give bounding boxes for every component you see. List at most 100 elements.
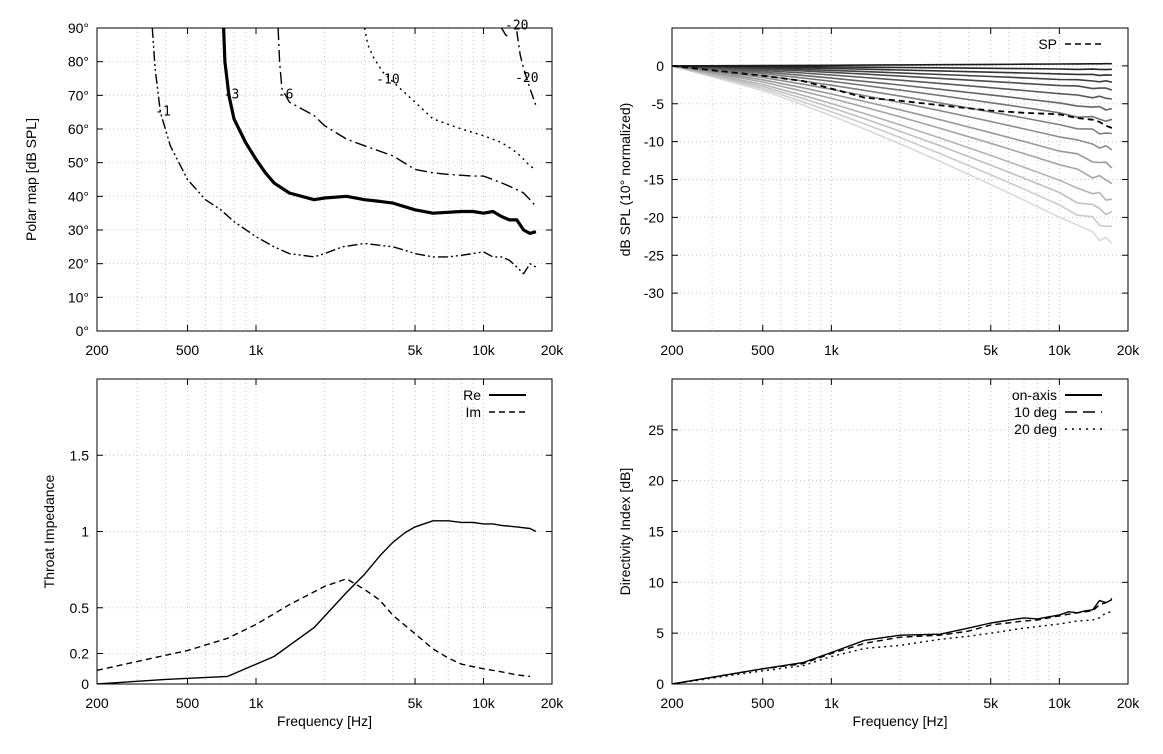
x-tick-label: 20k xyxy=(1117,342,1141,358)
y-tick-label: 80° xyxy=(68,54,89,70)
x-axis-label: Frequency [Hz] xyxy=(853,713,948,729)
y-axis-label: Polar map [dB SPL] xyxy=(23,118,39,241)
y-tick-label: -5 xyxy=(652,96,665,112)
legend-label: 10 deg xyxy=(1014,404,1057,420)
y-tick-label: 15 xyxy=(648,524,664,540)
series-line-Re xyxy=(97,520,537,684)
y-tick-label: 20 xyxy=(648,473,664,489)
y-tick-label: 90° xyxy=(68,20,89,36)
series-line--20 xyxy=(500,28,510,39)
y-tick-label: -15 xyxy=(644,172,664,188)
plot-area-impedance xyxy=(97,520,537,684)
series-line--20 xyxy=(516,31,537,106)
legend-label: Re xyxy=(463,387,481,403)
x-tick-label: 10k xyxy=(1048,342,1072,358)
y-tick-label: 0.2 xyxy=(70,646,90,662)
series-line--3 xyxy=(222,28,537,235)
contour-label: -20 xyxy=(505,19,528,34)
angle-curve xyxy=(672,65,1113,83)
x-tick-label: 5k xyxy=(983,342,999,358)
series-line--1 xyxy=(151,28,537,275)
y-axis-label: dB SPL (10° normalized) xyxy=(617,103,633,257)
x-tick-label: 5k xyxy=(408,695,424,711)
x-tick-label: 500 xyxy=(176,695,200,711)
series-line--10 xyxy=(363,28,537,171)
contour-label: -6 xyxy=(278,88,294,103)
x-tick-label: 500 xyxy=(751,695,775,711)
x-tick-label: 10k xyxy=(472,695,496,711)
grid-di xyxy=(672,379,1128,684)
chart-impedance: 200 500 1k 5k 10k 20k 0 0.2 0.5 1 1.5 Throat Impeda… xyxy=(41,378,565,729)
angle-curve xyxy=(672,65,1113,111)
y-tick-label: -10 xyxy=(644,134,664,150)
y-tick-label: 40° xyxy=(68,188,89,204)
y-tick-label: 30° xyxy=(68,222,89,238)
y-tick-label: -20 xyxy=(644,209,664,225)
chart-polar: 200 500 1k 5k 10k 20k 0° 10° 20° 30° 40° 50° 60° 70° 8… xyxy=(23,19,564,358)
y-tick-label: 60° xyxy=(68,121,89,137)
angle-curve xyxy=(672,65,1113,122)
legend-label: 20 deg xyxy=(1014,421,1057,437)
legend-label: Im xyxy=(465,404,481,420)
y-tick-label: 50° xyxy=(68,155,89,171)
y-tick-label: 10 xyxy=(648,574,664,590)
x-tick-label: 200 xyxy=(85,342,109,358)
angle-curve xyxy=(672,65,1112,71)
grid-spl xyxy=(672,28,1128,331)
y-tick-label: 10° xyxy=(68,289,89,305)
angle-curve xyxy=(672,65,1113,245)
y-tick-label: 0.5 xyxy=(70,600,90,616)
y-tick-label: -30 xyxy=(644,285,664,301)
plot-area-spl xyxy=(672,62,1113,245)
x-tick-label: 500 xyxy=(176,342,200,358)
x-axis-label: Frequency [Hz] xyxy=(277,713,372,729)
x-tick-label: 1k xyxy=(824,695,840,711)
angle-curve xyxy=(672,65,1112,135)
y-tick-label: 1.5 xyxy=(70,447,90,463)
plot-area-di xyxy=(672,598,1113,684)
angle-curve xyxy=(672,62,1112,67)
chart-spl: 200 500 1k 5k 10k 20k 0 -5 -10 -15 -20 -25 -30 dB SPL… xyxy=(617,27,1141,358)
x-tick-label: 10k xyxy=(472,342,496,358)
chart-di: 200 500 1k 5k 10k 20k 0 5 10 15 20 25 Directivity In… xyxy=(617,378,1140,729)
y-tick-label: 20° xyxy=(68,256,89,272)
angle-curve xyxy=(672,65,1113,91)
contour-label: -10 xyxy=(376,73,399,88)
angle-curve xyxy=(672,65,1113,185)
y-tick-label: 25 xyxy=(648,422,664,438)
grid-impedance xyxy=(97,379,552,684)
angle-curve xyxy=(672,65,1112,100)
x-tick-label: 200 xyxy=(660,342,684,358)
x-tick-label: 10k xyxy=(1048,695,1072,711)
angle-curve xyxy=(672,65,1113,201)
x-tick-label: 1k xyxy=(249,342,265,358)
y-tick-label: 0° xyxy=(76,323,89,339)
x-tick-label: 1k xyxy=(824,342,840,358)
x-tick-label: 200 xyxy=(660,695,684,711)
y-tick-label: -25 xyxy=(644,247,664,263)
plot-area-polar xyxy=(151,28,537,275)
angle-curve xyxy=(672,65,1112,228)
contour-label: -20 xyxy=(515,71,538,86)
series-line-10 deg xyxy=(672,598,1113,684)
x-tick-label: 1k xyxy=(249,695,265,711)
angle-curve xyxy=(672,65,1113,169)
x-tick-label: 5k xyxy=(408,342,424,358)
contour-label: -1 xyxy=(155,105,171,120)
legend-label: on-axis xyxy=(1012,387,1057,403)
x-tick-label: 500 xyxy=(751,342,775,358)
plot-frame xyxy=(96,27,553,332)
y-tick-label: 70° xyxy=(68,87,89,103)
y-tick-label: 0 xyxy=(656,676,664,692)
x-tick-label: 20k xyxy=(541,695,565,711)
y-axis-label: Throat Impedance xyxy=(41,474,57,588)
series-line-20 deg xyxy=(672,611,1113,684)
y-axis-label: Directivity Index [dB] xyxy=(617,468,633,596)
x-tick-label: 20k xyxy=(541,342,565,358)
x-tick-label: 200 xyxy=(85,695,109,711)
series-line-SP xyxy=(672,65,1113,129)
angle-curve xyxy=(672,65,1113,216)
contour-label: -3 xyxy=(224,88,240,103)
series-line-Im xyxy=(97,578,531,678)
